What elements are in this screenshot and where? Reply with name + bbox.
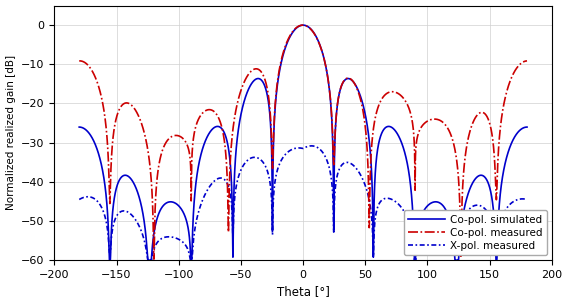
X-pol. measured (364, 192, 371, 195)
Co-pol. measured (77, 59, 83, 63)
X-pol. measured (404, 216, 411, 220)
X-pol. measured (145, 258, 152, 262)
Co-pol. simulated (223, 137, 230, 141)
Co-pol. measured (223, 162, 230, 165)
Co-pol. measured (404, 102, 411, 106)
Co-pol. measured (524, 59, 531, 63)
X-pol. measured (76, 198, 82, 201)
Co-pol. simulated (76, 125, 82, 129)
Co-pol. simulated (404, 162, 411, 165)
Legend: Co-pol. simulated, Co-pol. measured, X-pol. measured: Co-pol. simulated, Co-pol. measured, X-p… (404, 210, 546, 255)
Co-pol. simulated (364, 127, 371, 131)
Co-pol. simulated (308, 29, 315, 32)
Co-pol. simulated (77, 125, 83, 129)
Co-pol. measured (364, 159, 371, 162)
Co-pol. measured (490, 139, 496, 143)
Co-pol. simulated (490, 204, 496, 207)
Co-pol. simulated (300, 23, 307, 27)
X-pol. measured (524, 198, 531, 201)
Line: Co-pol. measured: Co-pol. measured (79, 25, 527, 259)
Co-pol. measured (299, 23, 306, 27)
Co-pol. simulated (524, 125, 531, 129)
Co-pol. measured (76, 59, 82, 63)
X-pol. measured (308, 144, 315, 148)
X-pol. measured (490, 225, 496, 229)
X-pol. measured (308, 144, 315, 148)
X-pol. measured (223, 180, 230, 184)
Co-pol. measured (308, 29, 315, 33)
Y-axis label: Normalized realized gain [dB]: Normalized realized gain [dB] (6, 55, 15, 210)
Line: X-pol. measured: X-pol. measured (79, 146, 527, 260)
X-axis label: Theta [°]: Theta [°] (277, 285, 329, 299)
Co-pol. simulated (106, 258, 113, 262)
Line: Co-pol. simulated: Co-pol. simulated (79, 25, 527, 260)
Co-pol. measured (151, 257, 157, 261)
X-pol. measured (77, 197, 83, 201)
